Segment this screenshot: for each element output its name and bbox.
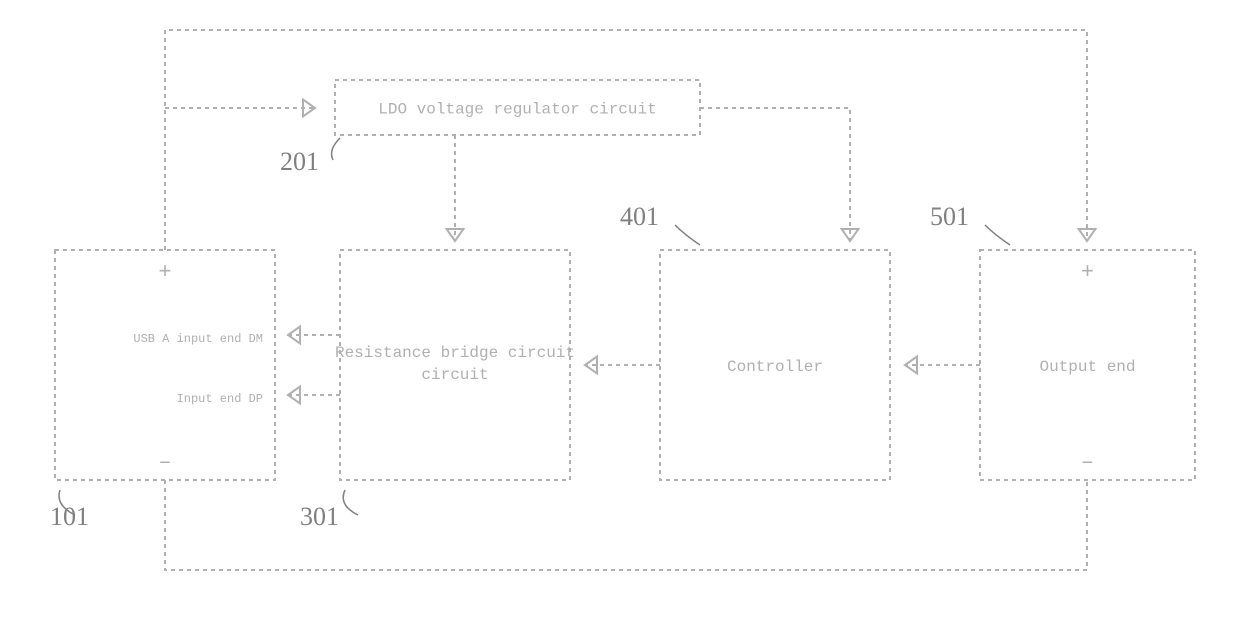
- input-plus-label: +: [158, 260, 171, 285]
- output-label: Output end: [1039, 358, 1135, 376]
- ref-101: 101: [50, 502, 89, 531]
- input-minus-label: –: [158, 450, 171, 475]
- input-dp-label: Input end DP: [177, 392, 263, 406]
- ref-201: 201: [280, 147, 319, 176]
- ref-301: 301: [300, 502, 339, 531]
- controller-label: Controller: [727, 358, 823, 376]
- ref-501: 501: [930, 202, 969, 231]
- ref-401: 401: [620, 202, 659, 231]
- output-minus-label: –: [1081, 450, 1094, 475]
- bridge-label2: circuit: [421, 366, 488, 384]
- input-dm-label: USB A input end DM: [133, 332, 263, 346]
- ldo-label: LDO voltage regulator circuit: [378, 101, 656, 119]
- output-plus-label: +: [1081, 260, 1094, 285]
- wire-ldo-to-controller: [700, 108, 850, 241]
- ref-tail-501: [985, 225, 1010, 245]
- ref-tail-401: [675, 225, 700, 245]
- bridge-label: Resistance bridge circuit: [335, 344, 575, 362]
- ref-tail-201: [332, 138, 340, 160]
- ref-tail-301: [343, 490, 358, 515]
- bridge-box: [340, 250, 570, 480]
